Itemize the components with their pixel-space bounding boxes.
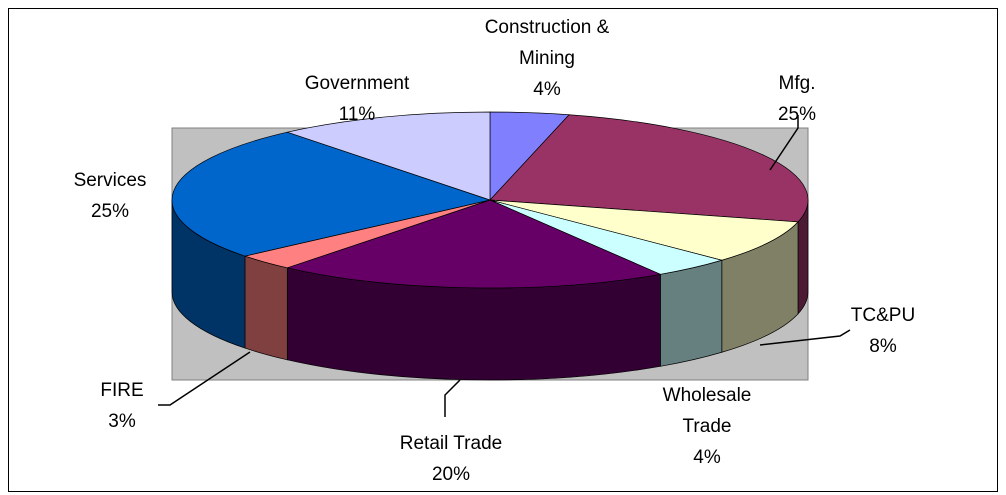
value-label: 25% <box>777 104 817 125</box>
pie-side <box>660 259 723 367</box>
slice-label: Services 25% <box>74 165 147 227</box>
pie-slice <box>489 114 809 223</box>
category-label: TC&PU <box>850 305 916 326</box>
category-label: Government <box>304 73 410 94</box>
leader-line <box>759 329 851 346</box>
pie-slice <box>171 131 492 257</box>
slice-label: TC&PU 8% <box>851 300 915 362</box>
pie-tops <box>171 111 809 289</box>
value-label: 8% <box>869 336 897 357</box>
value-label: 20% <box>431 464 471 485</box>
category-label: Mfg. <box>778 73 816 94</box>
value-label: 11% <box>338 104 376 125</box>
pie-slice <box>489 199 799 261</box>
pie-slice <box>286 199 662 289</box>
slice-label: Government 11% <box>305 68 410 130</box>
category-label: Construction & Mining <box>484 17 610 69</box>
slice-label: Retail Trade 20% <box>400 428 502 490</box>
slice-label: Wholesale Trade 4% <box>652 380 762 473</box>
value-label: 4% <box>533 79 561 100</box>
value-label: 3% <box>108 411 136 432</box>
slice-label: Mfg. 25% <box>778 68 816 130</box>
category-label: Retail Trade <box>399 433 503 454</box>
leader-line <box>769 115 799 171</box>
leader-line <box>158 351 251 406</box>
category-label: Services <box>73 170 147 191</box>
value-label: 25% <box>90 201 130 222</box>
pie-sides <box>171 199 809 381</box>
category-label: Wholesale Trade <box>662 385 752 437</box>
pie-slice <box>286 111 491 201</box>
category-label: FIRE <box>100 380 144 401</box>
leader-line <box>444 379 461 417</box>
value-label: 4% <box>693 447 721 468</box>
pie-side <box>244 255 288 361</box>
slice-label: FIRE 3% <box>100 375 143 437</box>
slice-label: Construction & Mining 4% <box>472 12 622 105</box>
